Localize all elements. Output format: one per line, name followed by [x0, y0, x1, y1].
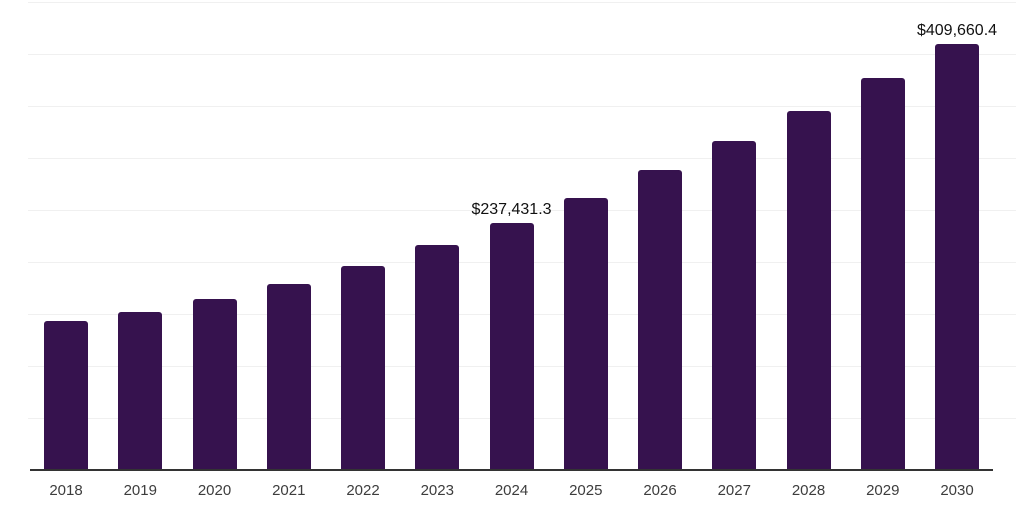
bar-column-2019	[118, 2, 163, 470]
x-tick-2025: 2025	[569, 482, 603, 499]
bar-column-2025	[563, 2, 608, 470]
x-axis-line	[30, 469, 993, 471]
bar-2025	[563, 198, 608, 470]
x-tick-2022: 2022	[346, 482, 380, 499]
bar-2029	[860, 78, 905, 470]
bar-2027	[712, 141, 757, 470]
bar-2019	[118, 312, 163, 470]
x-tick-2026: 2026	[643, 482, 677, 499]
x-tick-2018: 2018	[49, 482, 83, 499]
x-tick-2030: 2030	[940, 482, 974, 499]
bar-2030	[935, 43, 979, 470]
gridline	[28, 106, 1016, 107]
x-tick-2019: 2019	[123, 482, 157, 499]
bar-column-2029	[860, 2, 905, 470]
bar-2028	[786, 111, 831, 470]
bar-2023	[415, 245, 460, 470]
bar-column-2021	[266, 2, 311, 470]
bar-column-2020	[192, 2, 237, 470]
x-tick-2027: 2027	[717, 482, 751, 499]
x-tick-2029: 2029	[866, 482, 900, 499]
bar-2022	[341, 266, 385, 470]
gridline	[28, 2, 1016, 3]
bar-2018	[44, 320, 88, 470]
bar-2020	[192, 298, 237, 470]
bar-column-2018	[44, 2, 88, 470]
data-label-2024: $237,431.3	[471, 201, 552, 219]
bar-column-2028	[786, 2, 831, 470]
x-tick-2023: 2023	[420, 482, 454, 499]
bar-2021	[266, 284, 311, 470]
x-tick-2021: 2021	[272, 482, 306, 499]
x-axis-labels: 2018 2019 2020 2021 2022 2023 2024 2025 2026 2027…	[30, 481, 993, 501]
gridline	[28, 158, 1016, 159]
bar-column-2023	[415, 2, 460, 470]
bar-column-2030: $409,660.4	[917, 2, 997, 470]
x-tick-2024: 2024	[494, 482, 529, 499]
bar-column-2022	[341, 2, 385, 470]
bar-column-2026	[638, 2, 682, 470]
gridline	[28, 210, 1016, 211]
bar-2026	[638, 169, 682, 470]
x-tick-2020: 2020	[197, 482, 232, 499]
data-label-2030: $409,660.4	[916, 21, 998, 39]
bar-2024	[489, 223, 534, 470]
bar-column-2024: $237,431.3	[471, 2, 552, 470]
gridline	[28, 54, 1016, 55]
x-tick-2028: 2028	[791, 482, 826, 499]
bar-column-2027	[712, 2, 757, 470]
plot-area: $237,431.3 $409,660.4	[30, 2, 997, 470]
